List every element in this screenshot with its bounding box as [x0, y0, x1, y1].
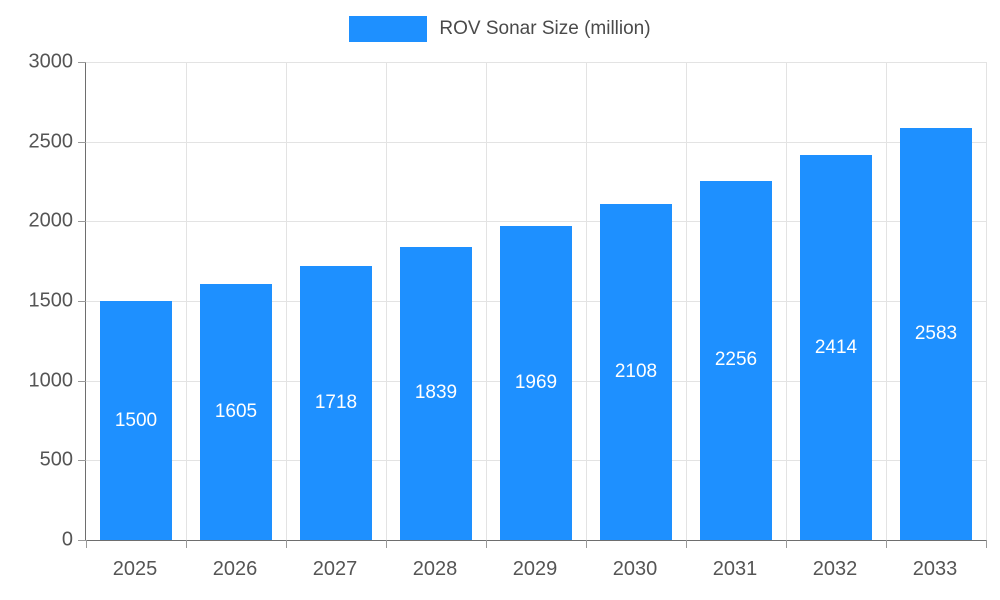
y-tick-label: 1000 [28, 369, 74, 392]
y-axis-tick [78, 380, 86, 382]
y-axis-tick [78, 540, 86, 541]
x-tick-label: 2031 [712, 558, 758, 580]
bar[interactable]: 2256 [700, 180, 772, 540]
gridline-vertical [786, 62, 787, 540]
bar[interactable]: 1605 [200, 284, 272, 540]
y-tick-label: 0 [61, 528, 73, 551]
bar[interactable]: 1839 [400, 246, 472, 540]
x-tick-label: 2033 [912, 558, 958, 580]
x-axis-tick [586, 540, 587, 548]
legend-label: ROV Sonar Size (million) [439, 18, 651, 39]
x-axis-tick [286, 540, 287, 548]
x-axis-tick [986, 540, 987, 548]
gridline-horizontal [86, 62, 986, 63]
x-axis-tick [486, 540, 487, 548]
bar[interactable]: 2414 [800, 155, 872, 540]
y-tick-label: 2000 [28, 209, 74, 232]
x-tick-label: 2029 [512, 558, 558, 580]
bar[interactable]: 2108 [600, 204, 672, 540]
y-axis-tick [78, 460, 86, 462]
x-tick-label: 2026 [212, 558, 258, 580]
legend[interactable]: ROV Sonar Size (million) [0, 16, 1000, 42]
gridline-vertical [386, 62, 387, 540]
bar-value-label: 1718 [314, 392, 358, 414]
bar[interactable]: 1718 [300, 266, 372, 540]
bar-value-label: 2414 [814, 336, 858, 358]
bar-value-label: 1839 [414, 382, 458, 404]
bar-value-label: 1500 [114, 409, 158, 431]
y-tick-label: 2500 [28, 130, 74, 153]
bar[interactable]: 1500 [100, 301, 172, 540]
bar-value-label: 1605 [214, 401, 258, 423]
bar[interactable]: 2583 [900, 128, 972, 540]
plot-area: 1500 1605 1718 1839 1969 2108 2256 2414 2583 [78, 62, 987, 548]
bar-value-label: 2108 [614, 361, 658, 383]
gridline-horizontal [86, 141, 986, 143]
y-axis-tick [78, 141, 86, 143]
x-axis-tick [86, 540, 87, 548]
x-axis-tick [886, 540, 887, 548]
x-tick-label: 2027 [312, 558, 358, 580]
y-tick-label: 1500 [28, 289, 74, 312]
x-axis-tick [386, 540, 387, 548]
y-axis-tick [78, 301, 86, 302]
y-tick-label: 3000 [28, 50, 74, 73]
y-axis-tick [78, 62, 86, 63]
legend-swatch [349, 16, 428, 42]
gridline-vertical [186, 62, 187, 540]
y-tick-label: 500 [39, 448, 73, 471]
y-axis-tick [78, 221, 86, 223]
x-tick-label: 2030 [612, 558, 658, 580]
gridline-vertical [986, 62, 987, 540]
gridline-vertical [886, 62, 887, 540]
gridline-vertical [486, 62, 487, 540]
gridline-horizontal [86, 221, 986, 223]
y-axis-labels: 0 500 1000 1500 2000 2500 3000 [0, 0, 74, 600]
x-tick-label: 2032 [812, 558, 858, 580]
x-axis-tick [686, 540, 687, 548]
x-axis-tick [186, 540, 187, 548]
bar-value-label: 2583 [914, 323, 958, 345]
bar-value-label: 1969 [514, 372, 558, 394]
x-tick-label: 2028 [412, 558, 458, 580]
gridline-vertical [286, 62, 287, 540]
x-axis-tick [786, 540, 787, 548]
bar[interactable]: 1969 [500, 226, 572, 540]
gridline-vertical [686, 62, 687, 540]
x-tick-label: 2025 [112, 558, 158, 580]
bar-value-label: 2256 [714, 349, 758, 371]
gridline-vertical [586, 62, 587, 540]
